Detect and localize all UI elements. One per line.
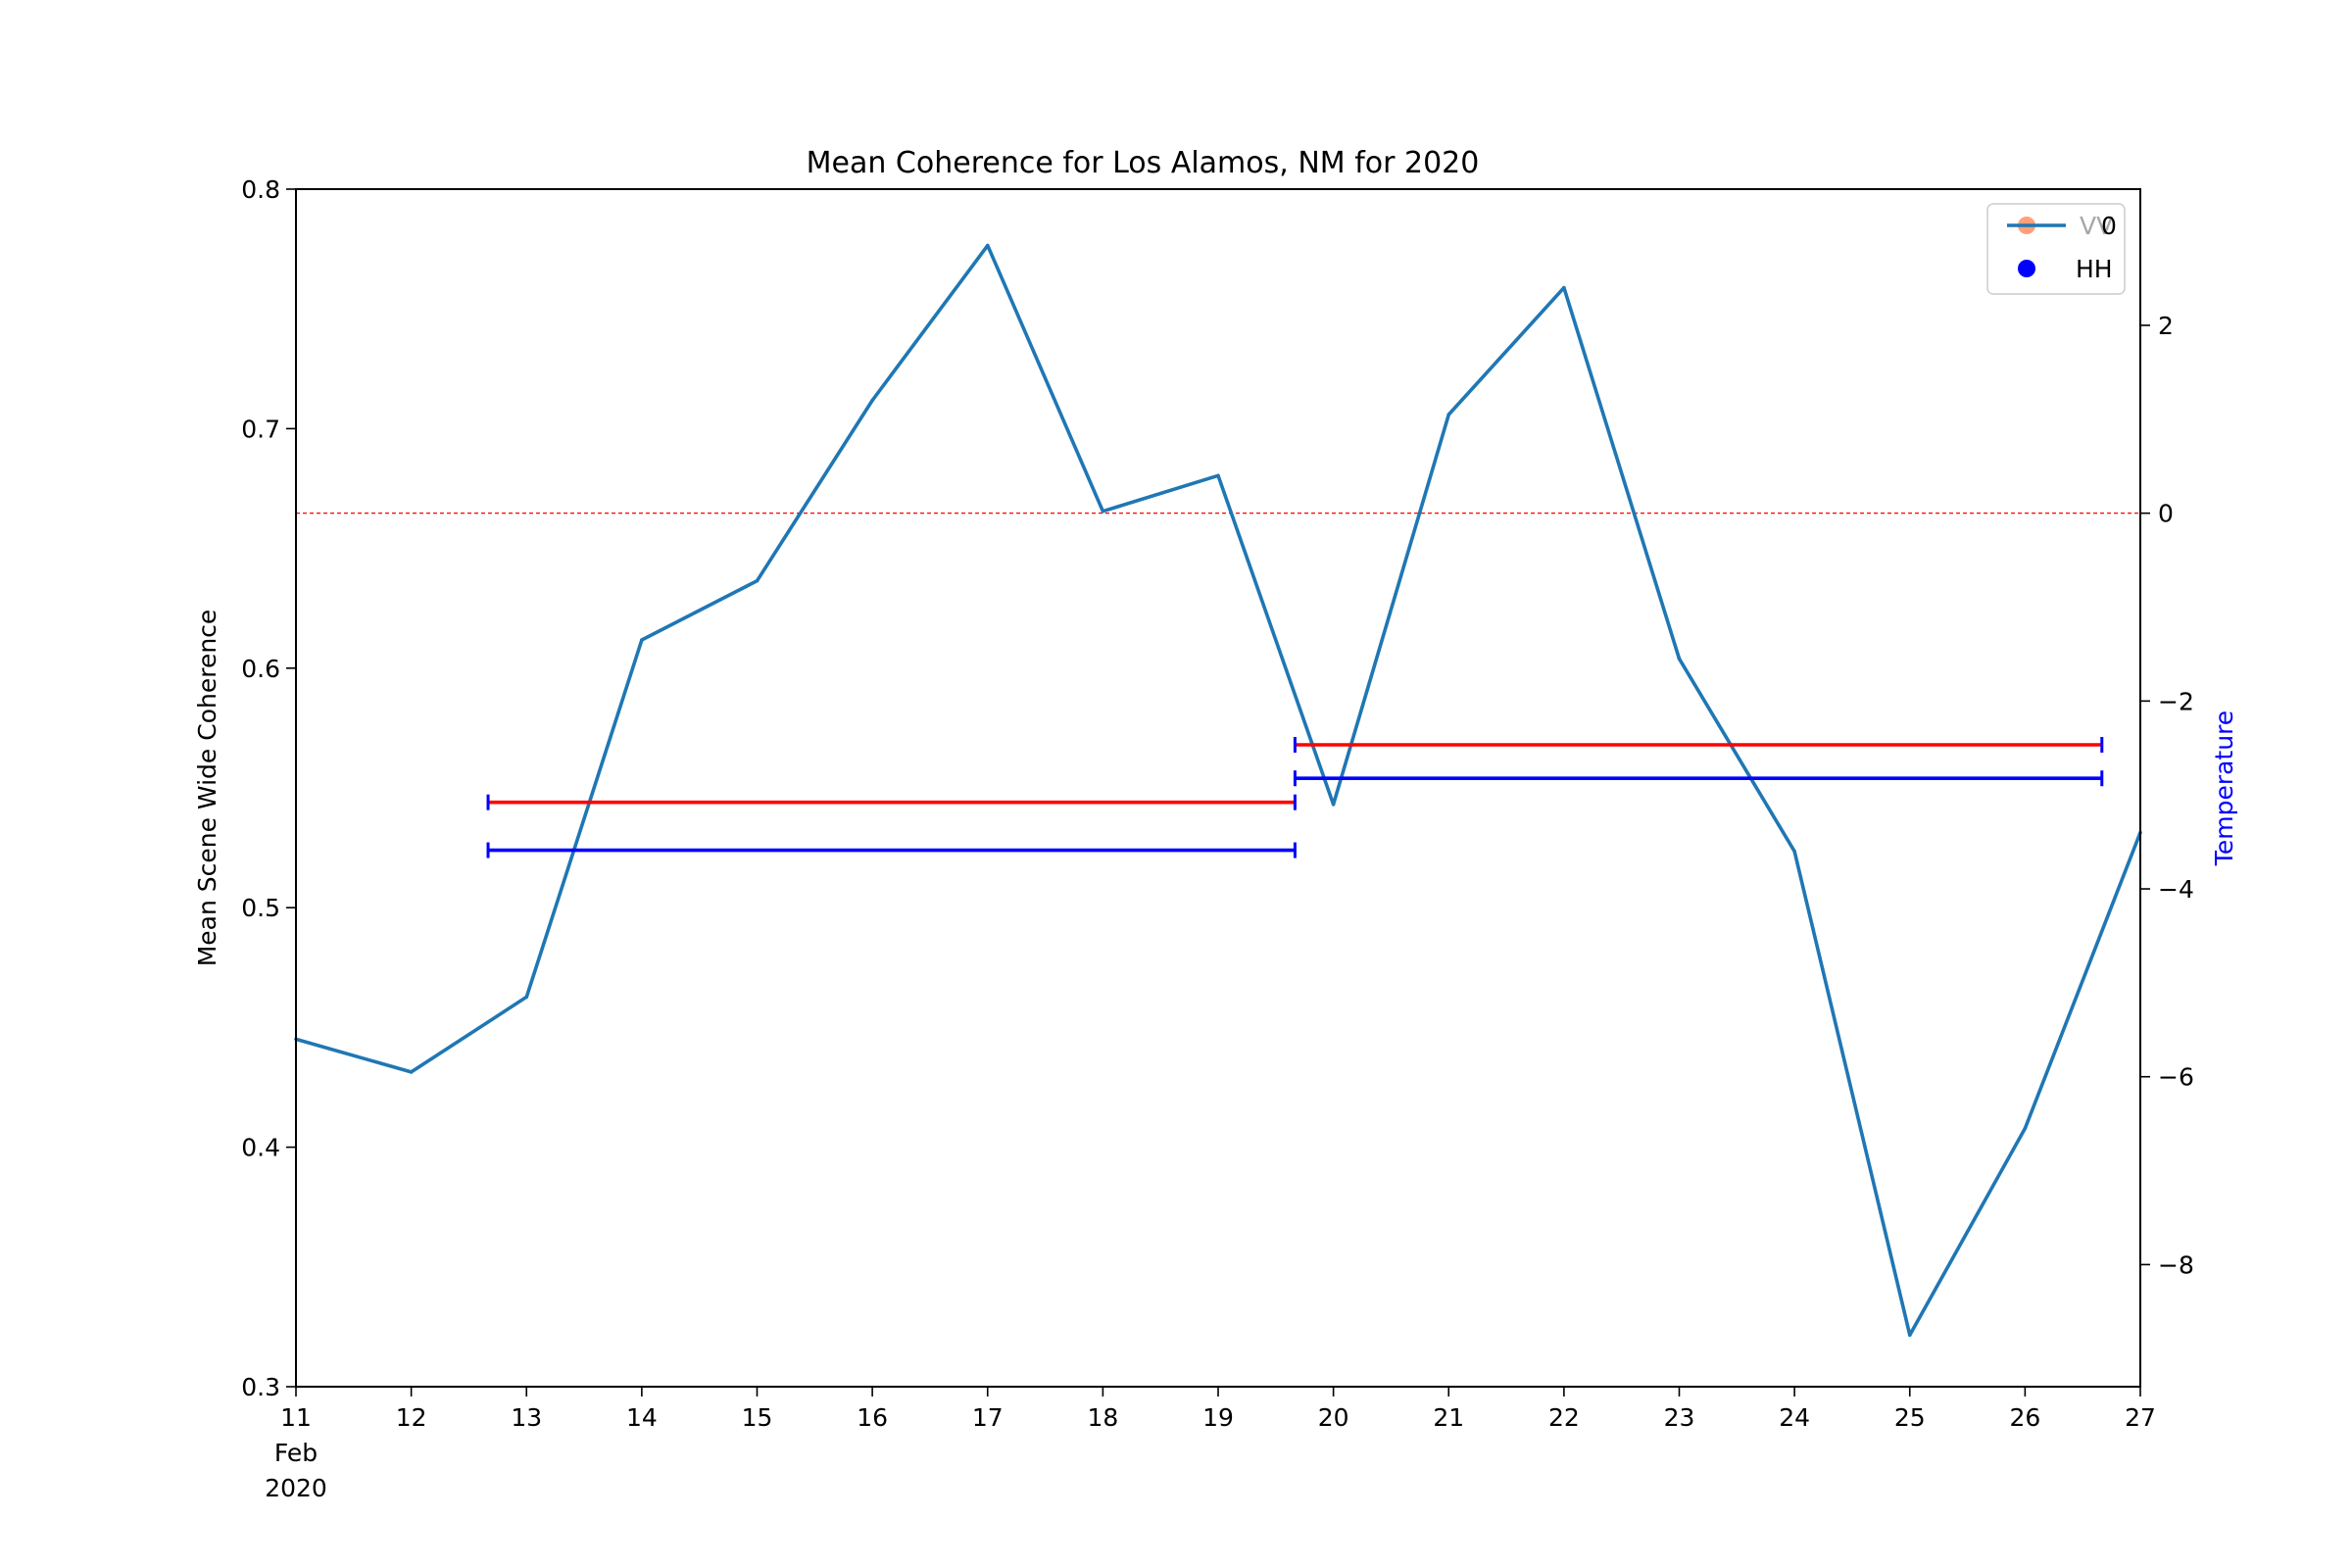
legend-label: VV [2080, 212, 2113, 240]
y2-tick-label: 0 [2158, 500, 2174, 528]
series-point [1562, 285, 1566, 290]
x-tick-label: 23 [1664, 1403, 1695, 1432]
x-tick-label: 14 [626, 1403, 658, 1432]
y-tick-label: 0.4 [241, 1134, 280, 1162]
y2-tick-label: −2 [2158, 687, 2194, 715]
x-tick-label: 24 [1779, 1403, 1810, 1432]
x-tick-label: 11 [280, 1403, 312, 1432]
chart-title: Mean Coherence for Los Alamos, NM for 20… [807, 146, 1480, 180]
series-point [640, 638, 644, 642]
y-axis-title: Mean Scene Wide Coherence [193, 610, 221, 967]
interval-bar-vv [486, 794, 1297, 810]
series-point [1792, 849, 1796, 854]
series-point [1446, 413, 1451, 416]
y2-tick-label: 2 [2158, 312, 2174, 340]
legend-marker [2018, 260, 2035, 277]
interval-bars-layer [486, 737, 2104, 858]
interval-bar-vv [1293, 737, 2104, 754]
x-tick-label: 19 [1202, 1403, 1234, 1432]
y-tick-label: 0.7 [241, 415, 280, 443]
legend-label: HH [2076, 255, 2113, 283]
legend-label: 0 [2101, 212, 2117, 240]
y-tick-label: 0.6 [241, 655, 280, 683]
series-point [755, 578, 760, 583]
y-axis-right: −8 −6 −4 −2 0 2 [2140, 312, 2194, 1279]
y2-tick-label: −6 [2158, 1063, 2194, 1092]
y-tick-label: 0.3 [241, 1373, 280, 1401]
interval-bar-hh [486, 842, 1297, 858]
x-tick-label: 16 [857, 1403, 888, 1432]
legend-entry-zero: 0 [2007, 212, 2117, 240]
x-tick-label: 17 [972, 1403, 1004, 1432]
series-point [1907, 1333, 1912, 1338]
x-tick-sublabel: Feb [274, 1439, 318, 1467]
series-point [1331, 802, 1336, 807]
legend-entry-hh: HH [2018, 255, 2113, 283]
y2-axis-title: Temperature [2210, 710, 2238, 866]
y-axis-left: 0.3 0.4 0.5 0.6 0.7 0.8 [241, 175, 296, 1401]
series-point [2023, 1126, 2028, 1131]
legend: VV0 HH [1986, 203, 2126, 295]
series-point [870, 398, 874, 403]
x-axis: 11 12 13 14 15 16 17 18 19 20 21 22 23 24 25 26 27 Feb 202… [265, 1387, 2156, 1502]
series-point [1101, 509, 1105, 514]
x-tick-label: 21 [1433, 1403, 1464, 1432]
interval-bar-hh [1293, 770, 2104, 787]
x-tick-label: 26 [2009, 1403, 2040, 1432]
x-tick-label: 12 [396, 1403, 427, 1432]
x-tick-label: 13 [511, 1403, 542, 1432]
x-tick-label: 25 [1894, 1403, 1926, 1432]
y2-tick-label: −4 [2158, 875, 2194, 904]
x-tick-label: 27 [2125, 1403, 2156, 1432]
y-tick-label: 0.5 [241, 894, 280, 922]
x-tick-sublabel: 2020 [265, 1474, 327, 1502]
series-point [985, 243, 990, 248]
x-tick-label: 15 [742, 1403, 773, 1432]
x-tick-label: 20 [1318, 1403, 1349, 1432]
series-point [1216, 473, 1220, 478]
x-tick-label: 22 [1548, 1403, 1580, 1432]
series-point [409, 1070, 414, 1074]
series-point [1677, 657, 1682, 662]
x-tick-label: 18 [1087, 1403, 1118, 1432]
y2-tick-label: −8 [2158, 1250, 2194, 1279]
series-point [524, 995, 529, 1000]
y-tick-label: 0.8 [241, 175, 280, 204]
